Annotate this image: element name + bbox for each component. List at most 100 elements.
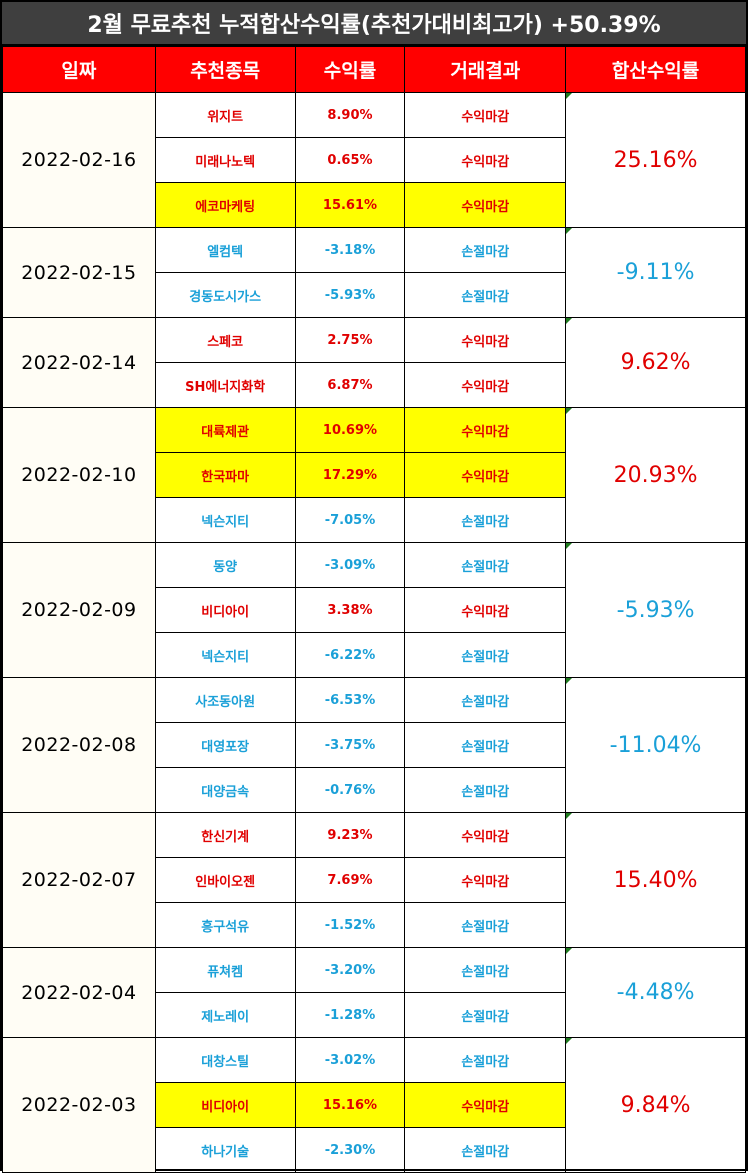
total-return-cell: 9.62% xyxy=(565,317,746,408)
stock-name-cell: 위지트 xyxy=(154,92,296,138)
rate-cell: 17.29% xyxy=(294,452,406,498)
result-cell: 손절마감 xyxy=(404,992,567,1038)
date-cell: 2022-02-07 xyxy=(2,812,156,948)
table-row: 2022-02-03 대창스틸 -3.02% 손절마감 9.84% xyxy=(2,1037,746,1173)
table-row: 2022-02-10 대륙제관 10.69% 수익마감 20.93% xyxy=(2,407,746,543)
stock-name-cell: 대륙제관 xyxy=(154,407,296,453)
rate-cell: 9.23% xyxy=(294,812,406,858)
date-cell: 2022-02-04 xyxy=(2,947,156,1038)
rate-cell: -0.76% xyxy=(294,767,406,813)
table-row: 2022-02-16 위지트 8.90% 수익마감 25.16% xyxy=(2,92,746,228)
table-row: 대양금속 -0.76% 손절마감 xyxy=(3,767,746,813)
result-cell: 수익마감 xyxy=(404,1082,567,1128)
stock-name-cell: 엘컴텍 xyxy=(154,227,296,273)
result-cell: 손절마감 xyxy=(404,497,567,543)
result-cell: 손절마감 xyxy=(404,902,567,948)
rate-cell: 10.69% xyxy=(294,407,406,453)
result-cell: 수익마감 xyxy=(404,407,567,453)
table-body: 2022-02-16 위지트 8.90% 수익마감 25.16% 미래나노텍 0.65% 수익… xyxy=(2,92,746,1173)
date-cell: 2022-02-09 xyxy=(2,542,156,678)
result-cell: 손절마감 xyxy=(404,272,567,318)
rate-cell: -6.22% xyxy=(294,632,406,678)
stock-name-cell: 미래나노텍 xyxy=(154,137,296,183)
results-table: 일짜 추천종목 수익률 거래결과 합산수익률 2022-02-16 위지트 8.90… xyxy=(2,46,746,1173)
total-return-cell: 25.16% xyxy=(565,92,746,228)
stock-name-cell: 퓨쳐켐 xyxy=(154,947,296,993)
table-row: 대영포장 -3.75% 손절마감 xyxy=(3,722,746,768)
rate-cell: 15.61% xyxy=(294,182,406,228)
rate-cell: -1.52% xyxy=(294,902,406,948)
result-cell: 손절마감 xyxy=(404,677,567,723)
table-row: 비디아이 15.16% 수익마감 xyxy=(3,1082,746,1128)
header-rate: 수익률 xyxy=(294,46,406,93)
stock-name-cell: 사조동아원 xyxy=(154,677,296,723)
table-row: 넥슨지티 -7.05% 손절마감 xyxy=(3,497,746,543)
table-row: 2022-02-08 사조동아원 -6.53% 손절마감 -11.04% xyxy=(2,677,746,813)
date-cell: 2022-02-10 xyxy=(2,407,156,543)
stock-name-cell: 제노레이 xyxy=(154,992,296,1038)
result-cell: 손절마감 xyxy=(404,767,567,813)
stock-name-cell: 한국파마 xyxy=(154,452,296,498)
result-cell: 손절마감 xyxy=(404,227,567,273)
rate-cell: 8.90% xyxy=(294,92,406,138)
rate-cell: -3.09% xyxy=(294,542,406,588)
rate-cell: -3.02% xyxy=(294,1037,406,1083)
stock-name-cell: 흥구석유 xyxy=(154,902,296,948)
result-cell: 수익마감 xyxy=(404,317,567,363)
table-row: 2022-02-15 엘컴텍 -3.18% 손절마감 -9.11% xyxy=(2,227,746,318)
stock-name-cell: 인바이오젠 xyxy=(154,857,296,903)
stock-name-cell: 넥슨지티 xyxy=(154,632,296,678)
rate-cell: -5.93% xyxy=(294,272,406,318)
total-return-cell: -4.48% xyxy=(565,947,746,1038)
table-row: 2022-02-04 퓨쳐켐 -3.20% 손절마감 -4.48% xyxy=(2,947,746,1038)
stock-name-cell: 스페코 xyxy=(154,317,296,363)
date-cell: 2022-02-03 xyxy=(2,1037,156,1173)
header-stock: 추천종목 xyxy=(154,46,296,93)
result-cell: 손절마감 xyxy=(404,947,567,993)
result-cell: 수익마감 xyxy=(404,587,567,633)
stock-name-cell: 에코마케팅 xyxy=(154,182,296,228)
stock-name-cell: 대양금속 xyxy=(154,767,296,813)
date-cell: 2022-02-08 xyxy=(2,677,156,813)
stock-name-cell: 경동도시가스 xyxy=(154,272,296,318)
total-return-cell: -9.11% xyxy=(565,227,746,318)
result-cell: 수익마감 xyxy=(404,137,567,183)
rate-cell: -3.18% xyxy=(294,227,406,273)
table-row: 에코마케팅 15.61% 수익마감 xyxy=(3,182,746,228)
rate-cell: 3.38% xyxy=(294,587,406,633)
stock-name-cell: 비디아이 xyxy=(154,1082,296,1128)
result-cell: 손절마감 xyxy=(404,722,567,768)
table-row: SH에너지화학 6.87% 수익마감 xyxy=(3,362,746,408)
total-return-cell: -11.04% xyxy=(565,677,746,813)
result-cell: 손절마감 xyxy=(404,632,567,678)
table-row: 2022-02-07 한신기계 9.23% 수익마감 15.40% xyxy=(2,812,746,948)
result-cell: 수익마감 xyxy=(404,857,567,903)
rate-cell: 6.87% xyxy=(294,362,406,408)
result-cell: 수익마감 xyxy=(404,92,567,138)
rate-cell: -3.20% xyxy=(294,947,406,993)
total-return-cell: 20.93% xyxy=(565,407,746,543)
date-cell: 2022-02-15 xyxy=(2,227,156,318)
date-cell: 2022-02-16 xyxy=(2,92,156,228)
table-row: 넥슨지티 -6.22% 손절마감 xyxy=(3,632,746,678)
stock-name-cell: SH에너지화학 xyxy=(154,362,296,408)
rate-cell: -6.53% xyxy=(294,677,406,723)
stock-name-cell: 대영포장 xyxy=(154,722,296,768)
rate-cell: -7.05% xyxy=(294,497,406,543)
result-cell: 손절마감 xyxy=(404,1127,567,1173)
date-cell: 2022-02-14 xyxy=(2,317,156,408)
result-cell: 수익마감 xyxy=(404,452,567,498)
result-cell: 수익마감 xyxy=(404,812,567,858)
result-cell: 손절마감 xyxy=(404,542,567,588)
stock-name-cell: 한신기계 xyxy=(154,812,296,858)
header-row: 일짜 추천종목 수익률 거래결과 합산수익률 xyxy=(2,46,746,93)
table-row: 2022-02-14 스페코 2.75% 수익마감 9.62% xyxy=(2,317,746,408)
header-result: 거래결과 xyxy=(404,46,567,93)
stock-name-cell: 넥슨지티 xyxy=(154,497,296,543)
stock-name-cell: 비디아이 xyxy=(154,587,296,633)
rate-cell: -3.75% xyxy=(294,722,406,768)
header-date: 일짜 xyxy=(2,46,156,93)
result-cell: 수익마감 xyxy=(404,182,567,228)
rate-cell: -1.28% xyxy=(294,992,406,1038)
